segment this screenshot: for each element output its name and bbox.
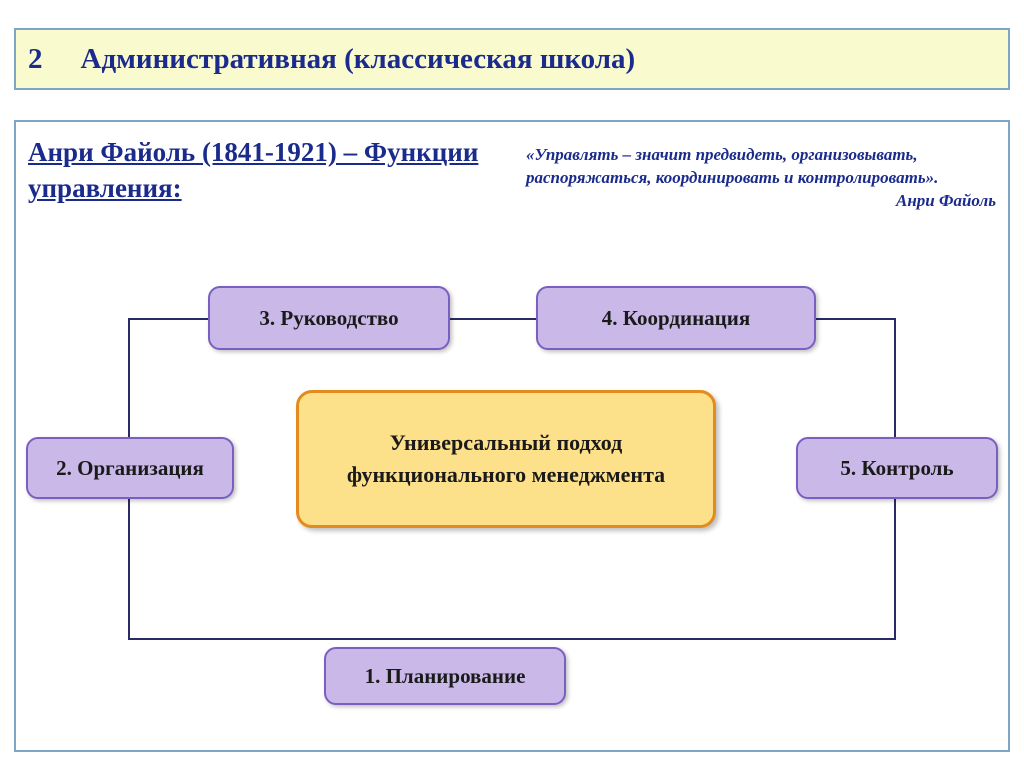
quote-author: Анри Файоль xyxy=(526,190,996,213)
node-leadership: 3. Руководство xyxy=(208,286,450,350)
quote-block: «Управлять – значит предвидеть, организо… xyxy=(526,144,996,213)
node-label: 2. Организация xyxy=(56,456,204,481)
quote-text: «Управлять – значит предвидеть, организо… xyxy=(526,145,938,187)
node-coordination: 4. Координация xyxy=(536,286,816,350)
center-node: Универсальный подход функционального мен… xyxy=(296,390,716,528)
node-label: 3. Руководство xyxy=(259,306,398,331)
title-bar: 2 Административная (классическая школа) xyxy=(14,28,1010,90)
node-label: 1. Планирование xyxy=(365,664,526,689)
node-organization: 2. Организация xyxy=(26,437,234,499)
node-control: 5. Контроль xyxy=(796,437,998,499)
node-planning: 1. Планирование xyxy=(324,647,566,705)
center-label: Универсальный подход функционального мен… xyxy=(299,427,713,491)
title-number: 2 xyxy=(28,43,43,76)
node-label: 5. Контроль xyxy=(840,456,953,481)
subtitle: Анри Файоль (1841-1921) – Функции управл… xyxy=(28,134,528,207)
title-text: Административная (классическая школа) xyxy=(81,43,636,76)
content-box: Анри Файоль (1841-1921) – Функции управл… xyxy=(14,120,1010,752)
node-label: 4. Координация xyxy=(602,306,750,331)
